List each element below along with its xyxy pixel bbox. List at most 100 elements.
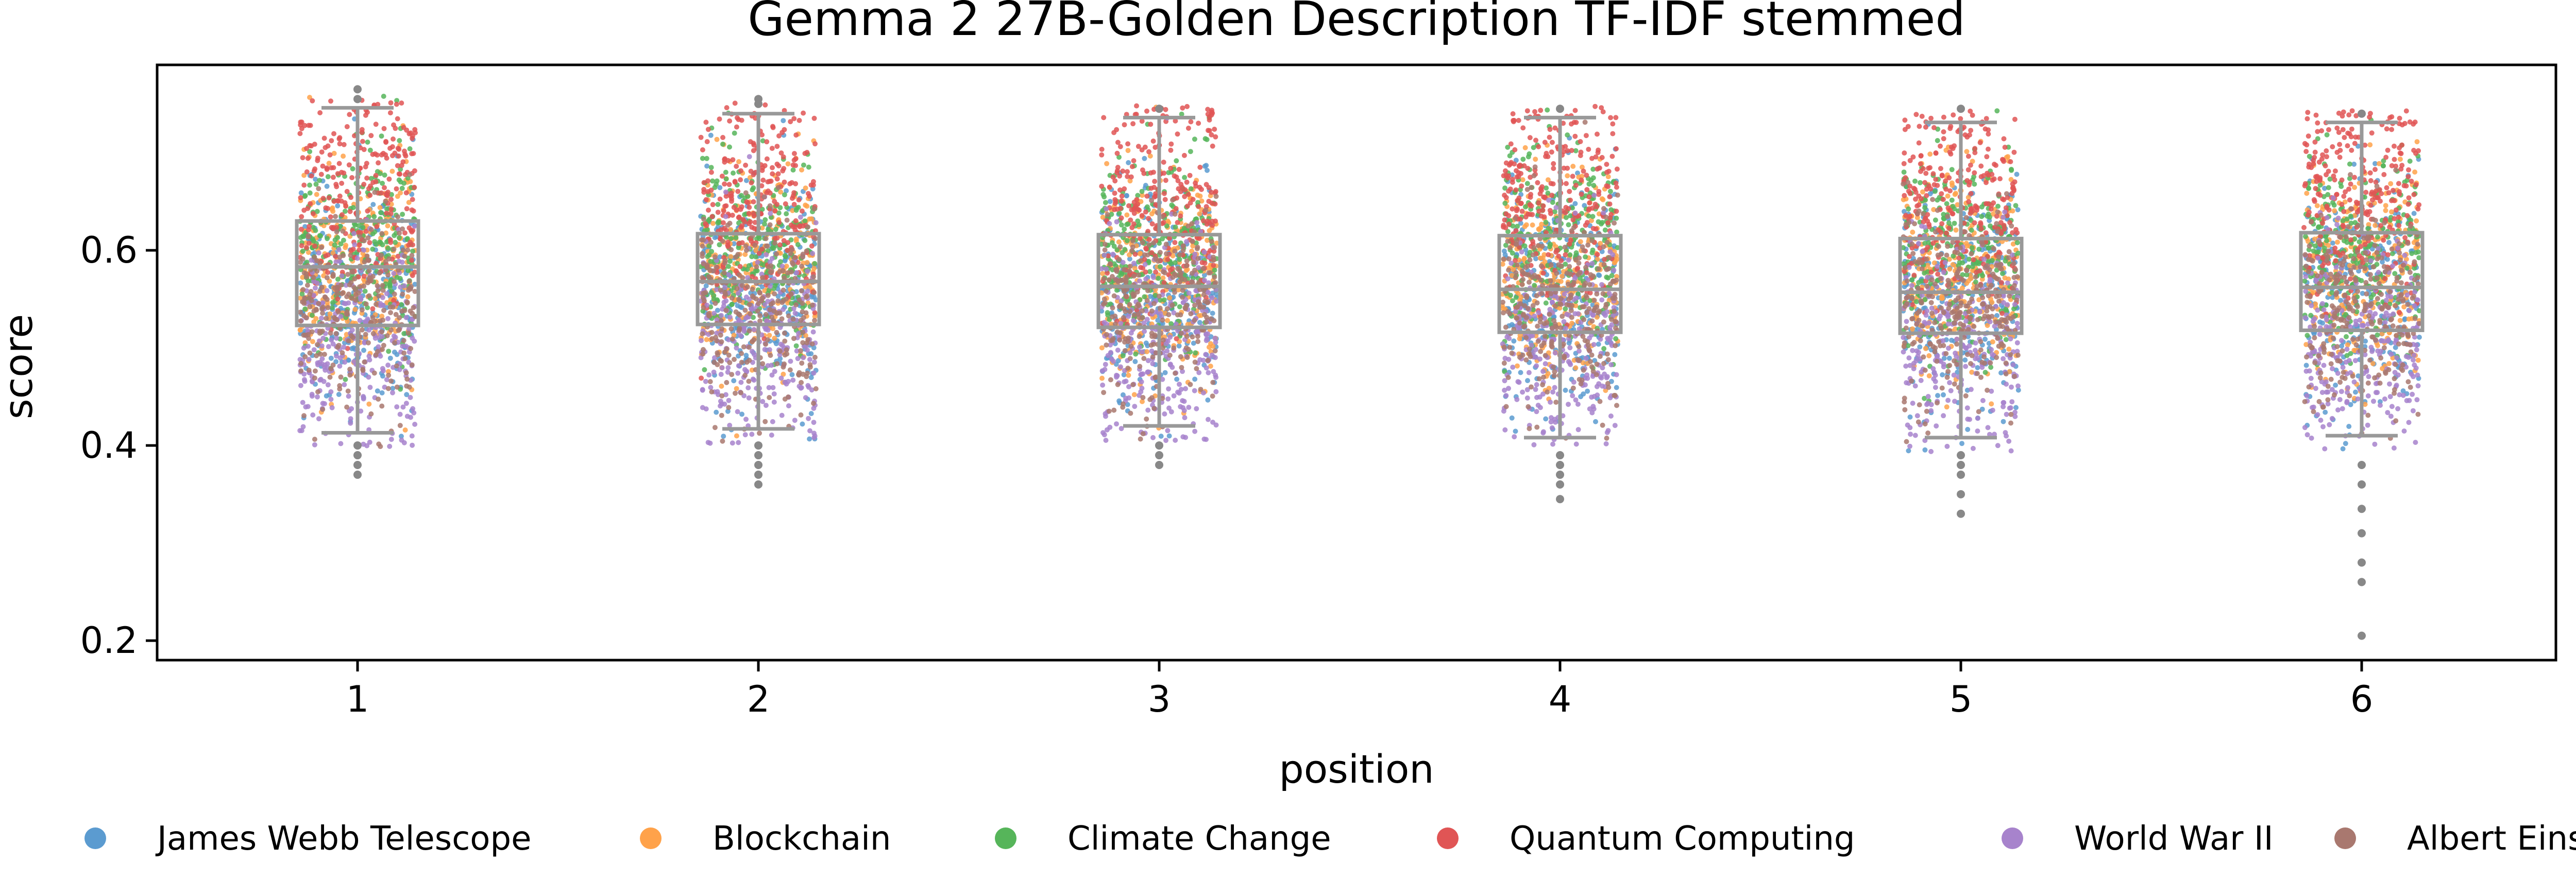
strip-point — [1110, 336, 1116, 341]
strip-point — [311, 319, 317, 325]
strip-point — [776, 163, 782, 169]
strip-point — [805, 224, 810, 230]
strip-point — [328, 355, 334, 361]
strip-point — [722, 285, 728, 290]
strip-point — [362, 359, 367, 365]
strip-point — [353, 292, 359, 298]
strip-point — [735, 252, 741, 257]
strip-point — [1142, 156, 1147, 161]
strip-point — [305, 205, 311, 211]
strip-point — [364, 161, 369, 166]
strip-point — [1163, 107, 1168, 112]
strip-point — [344, 309, 350, 315]
strip-point — [757, 430, 762, 436]
strip-point — [779, 130, 785, 135]
strip-point — [331, 199, 337, 204]
strip-point — [1168, 409, 1174, 415]
strip-point — [723, 307, 729, 313]
strip-point — [306, 357, 312, 362]
strip-point — [405, 268, 411, 273]
strip-point — [1171, 393, 1177, 399]
strip-point — [346, 291, 351, 297]
strip-point — [374, 224, 380, 230]
strip-point — [707, 379, 713, 385]
strip-point — [325, 143, 331, 149]
strip-point — [732, 100, 738, 106]
strip-point — [719, 326, 725, 332]
strip-point — [735, 188, 741, 194]
strip-point — [720, 238, 725, 244]
strip-point — [747, 154, 752, 160]
strip-point — [811, 401, 816, 406]
strip-point — [398, 166, 403, 172]
strip-point — [1158, 434, 1164, 439]
strip-point — [383, 152, 388, 158]
strip-point — [313, 306, 319, 312]
strip-point — [364, 253, 370, 259]
strip-point — [807, 357, 812, 362]
strip-point — [318, 171, 324, 177]
strip-point — [309, 313, 315, 318]
strip-point — [1156, 275, 1161, 281]
strip-point — [347, 372, 353, 378]
strip-point — [345, 271, 351, 277]
strip-point — [325, 174, 331, 180]
strip-point — [326, 195, 332, 201]
strip-point — [315, 342, 320, 348]
strip-point — [410, 310, 415, 316]
strip-point — [365, 208, 370, 214]
strip-point — [402, 356, 408, 361]
strip-point — [727, 258, 733, 264]
strip-point — [703, 378, 708, 384]
strip-point — [337, 258, 342, 264]
strip-point — [1128, 217, 1133, 223]
strip-point — [708, 187, 714, 193]
strip-point — [760, 177, 766, 183]
strip-point — [734, 345, 739, 351]
strip-point — [312, 368, 318, 374]
strip-point — [336, 161, 342, 166]
strip-point — [704, 163, 710, 169]
strip-point — [764, 318, 769, 323]
strip-point — [743, 190, 749, 196]
strip-point — [365, 140, 370, 145]
strip-point — [1138, 258, 1143, 264]
strip-point — [366, 401, 372, 407]
strip-point — [405, 331, 411, 336]
strip-point — [723, 298, 729, 304]
strip-point — [717, 242, 722, 248]
strip-point — [1151, 184, 1157, 190]
strip-point — [798, 318, 804, 323]
strip-point — [1182, 415, 1188, 421]
strip-point — [811, 206, 817, 212]
strip-point — [412, 282, 418, 287]
strip-point — [1161, 160, 1166, 165]
strip-point — [360, 139, 365, 144]
strip-point — [388, 197, 394, 202]
strip-point — [312, 442, 317, 447]
strip-point — [1111, 407, 1117, 413]
strip-point — [767, 222, 773, 228]
strip-point — [363, 332, 368, 337]
strip-point — [408, 394, 413, 400]
strip-point — [774, 235, 780, 241]
strip-point — [402, 151, 408, 157]
strip-point — [329, 165, 334, 170]
strip-point — [1150, 274, 1156, 280]
strip-point — [746, 211, 752, 216]
strip-point — [812, 261, 818, 266]
strip-point — [341, 344, 347, 350]
strip-point — [334, 225, 340, 230]
strip-point — [1199, 260, 1205, 265]
strip-point — [722, 203, 727, 209]
strip-point — [1169, 202, 1175, 208]
strip-point — [751, 327, 757, 332]
strip-point — [803, 202, 808, 208]
strip-point — [402, 253, 408, 259]
strip-point — [366, 374, 371, 380]
strip-point — [1195, 256, 1201, 261]
strip-point — [385, 272, 391, 278]
strip-point — [796, 117, 802, 123]
strip-point — [1177, 304, 1182, 309]
strip-point — [769, 433, 774, 438]
